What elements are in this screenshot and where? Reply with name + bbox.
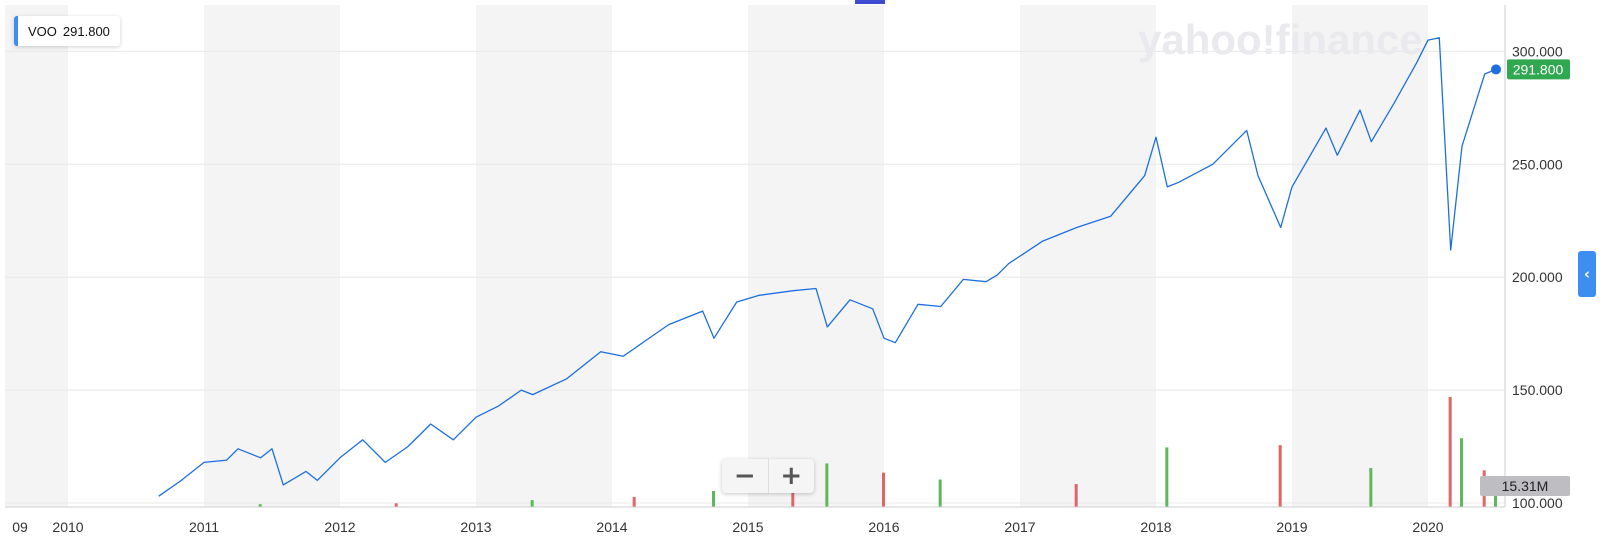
chevron-left-icon: ‹	[1583, 265, 1591, 283]
volume-bar	[791, 486, 795, 507]
volume-bar	[258, 504, 262, 507]
volume-bar	[1165, 447, 1169, 507]
year-band	[204, 5, 340, 507]
volume-bar	[632, 496, 636, 507]
x-tick-label: 2013	[460, 519, 491, 535]
zoom-in-button[interactable]: +	[767, 459, 815, 493]
volume-bar	[882, 472, 885, 507]
top-range-marker	[855, 0, 885, 4]
minus-icon: −	[733, 461, 756, 491]
volume-bar	[1278, 445, 1282, 507]
year-band	[1020, 5, 1156, 507]
x-tick-label: 2019	[1276, 519, 1307, 535]
x-tick-label: 09	[12, 519, 28, 535]
zoom-controls: − +	[722, 459, 814, 493]
volume-bar	[712, 490, 715, 507]
legend-value: 291.800	[62, 23, 110, 39]
volume-bar	[530, 500, 534, 507]
x-tick-label: 2020	[1412, 519, 1443, 535]
volume-badge	[1480, 476, 1570, 496]
legend-symbol: VOO	[28, 23, 57, 39]
x-tick-label: 2017	[1004, 519, 1035, 535]
x-tick-label: 2014	[596, 519, 627, 535]
volume-bar	[394, 503, 398, 507]
volume-bar	[1074, 484, 1078, 507]
volume-bar	[1460, 438, 1463, 507]
price-line	[158, 37, 1497, 497]
x-tick-label: 2016	[868, 519, 899, 535]
zoom-out-button[interactable]: −	[722, 459, 768, 493]
x-tick-label: 2015	[732, 519, 763, 535]
x-tick-label: 2018	[1140, 519, 1171, 535]
y-tick-label: 150.000	[1512, 382, 1563, 398]
y-tick-label: 300.000	[1512, 43, 1563, 59]
x-tick-label: 2011	[189, 519, 219, 535]
volume-bar	[1448, 397, 1452, 507]
volume-bar	[938, 479, 942, 507]
series-legend[interactable]: VOO 291.800	[14, 16, 120, 46]
volume-bar	[825, 463, 829, 507]
yahoo-finance-watermark: yahoo!finance	[1138, 16, 1423, 63]
year-band	[1292, 5, 1428, 507]
y-tick-label: 200.000	[1512, 269, 1563, 285]
volume-bar	[1369, 468, 1373, 507]
side-panel-toggle[interactable]: ‹	[1578, 251, 1596, 297]
last-price-label: 291.800	[1513, 61, 1564, 77]
plus-icon: +	[780, 461, 803, 491]
y-tick-label: 250.000	[1512, 156, 1563, 172]
volume-label: 15.31M	[1502, 478, 1549, 494]
last-price-dot	[1491, 64, 1501, 75]
x-tick-label: 2012	[324, 519, 355, 535]
y-tick-label: 100.000	[1512, 495, 1563, 511]
year-band	[476, 5, 612, 507]
last-price-badge	[1507, 59, 1570, 80]
year-band	[5, 5, 68, 507]
x-tick-label: 2010	[52, 519, 83, 535]
year-band	[748, 5, 884, 507]
